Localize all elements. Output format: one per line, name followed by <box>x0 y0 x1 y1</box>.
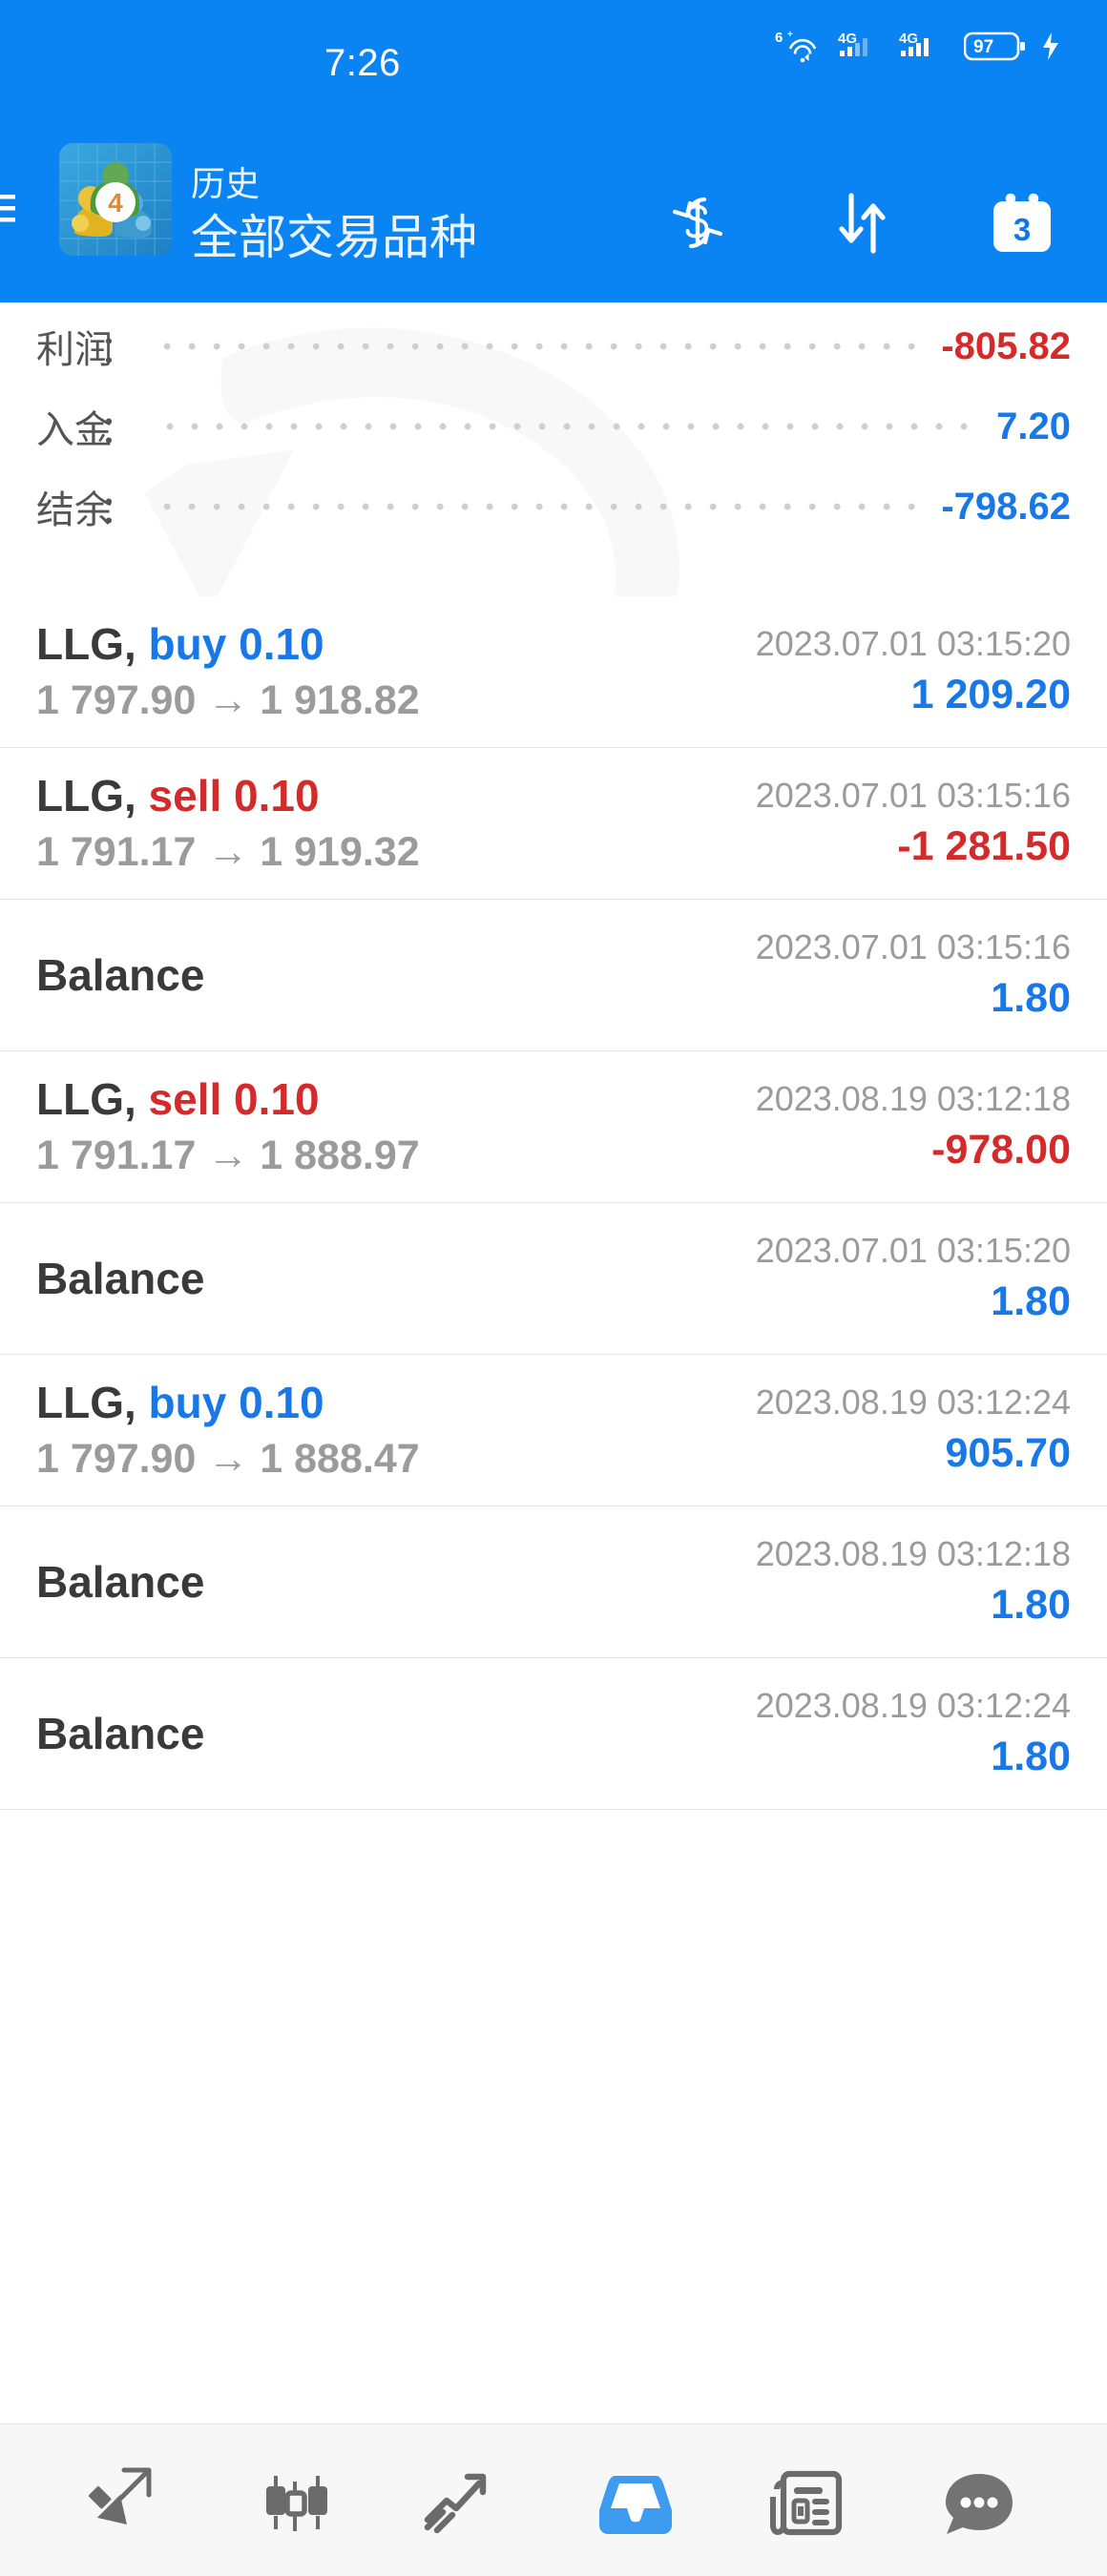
svg-text:3: 3 <box>1013 212 1031 247</box>
svg-text:+: + <box>787 31 793 40</box>
svg-text:6: 6 <box>775 31 783 46</box>
svg-text:4G: 4G <box>838 31 857 47</box>
svg-text:4G: 4G <box>899 31 918 47</box>
svg-text:97: 97 <box>973 37 993 57</box>
